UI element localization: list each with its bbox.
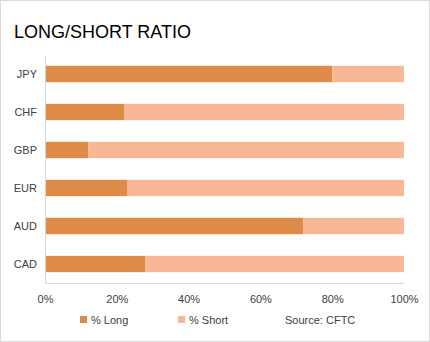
bar	[128, 180, 404, 196]
bar	[45, 218, 303, 234]
legend-swatch	[178, 316, 185, 323]
x-tick-label: 0%	[38, 293, 54, 305]
bar	[332, 66, 404, 82]
y-tick-label: GBP	[14, 144, 37, 156]
y-tick: EUR	[14, 182, 45, 194]
title: LONG/SHORT RATIO	[14, 22, 191, 42]
legend-label: % Long	[91, 314, 128, 326]
legend-label: % Short	[189, 314, 228, 326]
y-axis-line	[45, 56, 46, 284]
y-tick: AUD	[14, 220, 45, 232]
bar	[45, 256, 146, 272]
x-tick-label: 40%	[178, 293, 200, 305]
legend: % Long % Short	[80, 314, 228, 326]
x-tick-label: 100%	[390, 293, 418, 305]
x-axis-line	[46, 283, 405, 284]
bar	[124, 104, 404, 120]
bars	[45, 66, 404, 272]
y-axis: JPY CHF GBP EUR AUD CAD	[14, 56, 46, 284]
bar	[45, 66, 332, 82]
chart-border	[1, 1, 430, 342]
bar	[88, 142, 404, 158]
x-tick-label: 60%	[250, 293, 272, 305]
y-tick: CAD	[14, 258, 45, 270]
x-tick: 0%	[38, 283, 54, 305]
legend-swatch	[80, 316, 87, 323]
x-tick-label: 20%	[106, 293, 128, 305]
x-axis: 0% 20% 40% 60% 80% 100%	[38, 283, 419, 305]
y-tick-label: EUR	[14, 182, 37, 194]
bar	[146, 256, 404, 272]
x-tick-label: 80%	[322, 293, 344, 305]
y-tick-label: AUD	[14, 220, 37, 232]
bar	[303, 218, 404, 234]
x-tick: 20%	[106, 283, 128, 305]
bar	[45, 104, 124, 120]
y-tick: JPY	[17, 68, 45, 80]
bar	[45, 180, 128, 196]
x-tick: 40%	[178, 283, 200, 305]
x-tick: 100%	[390, 283, 418, 305]
chart: LONG/SHORT RATIO 0% 20% 40% 60% 80% 100% JPY CHF…	[0, 0, 430, 342]
y-tick-label: JPY	[17, 68, 38, 80]
y-tick-label: CHF	[14, 106, 37, 118]
x-tick: 60%	[250, 283, 272, 305]
annotation: Source: CFTC	[285, 314, 355, 326]
y-tick: GBP	[14, 144, 45, 156]
y-tick-label: CAD	[14, 258, 37, 270]
bar	[45, 142, 88, 158]
y-tick: CHF	[14, 106, 45, 118]
x-tick: 80%	[322, 283, 344, 305]
